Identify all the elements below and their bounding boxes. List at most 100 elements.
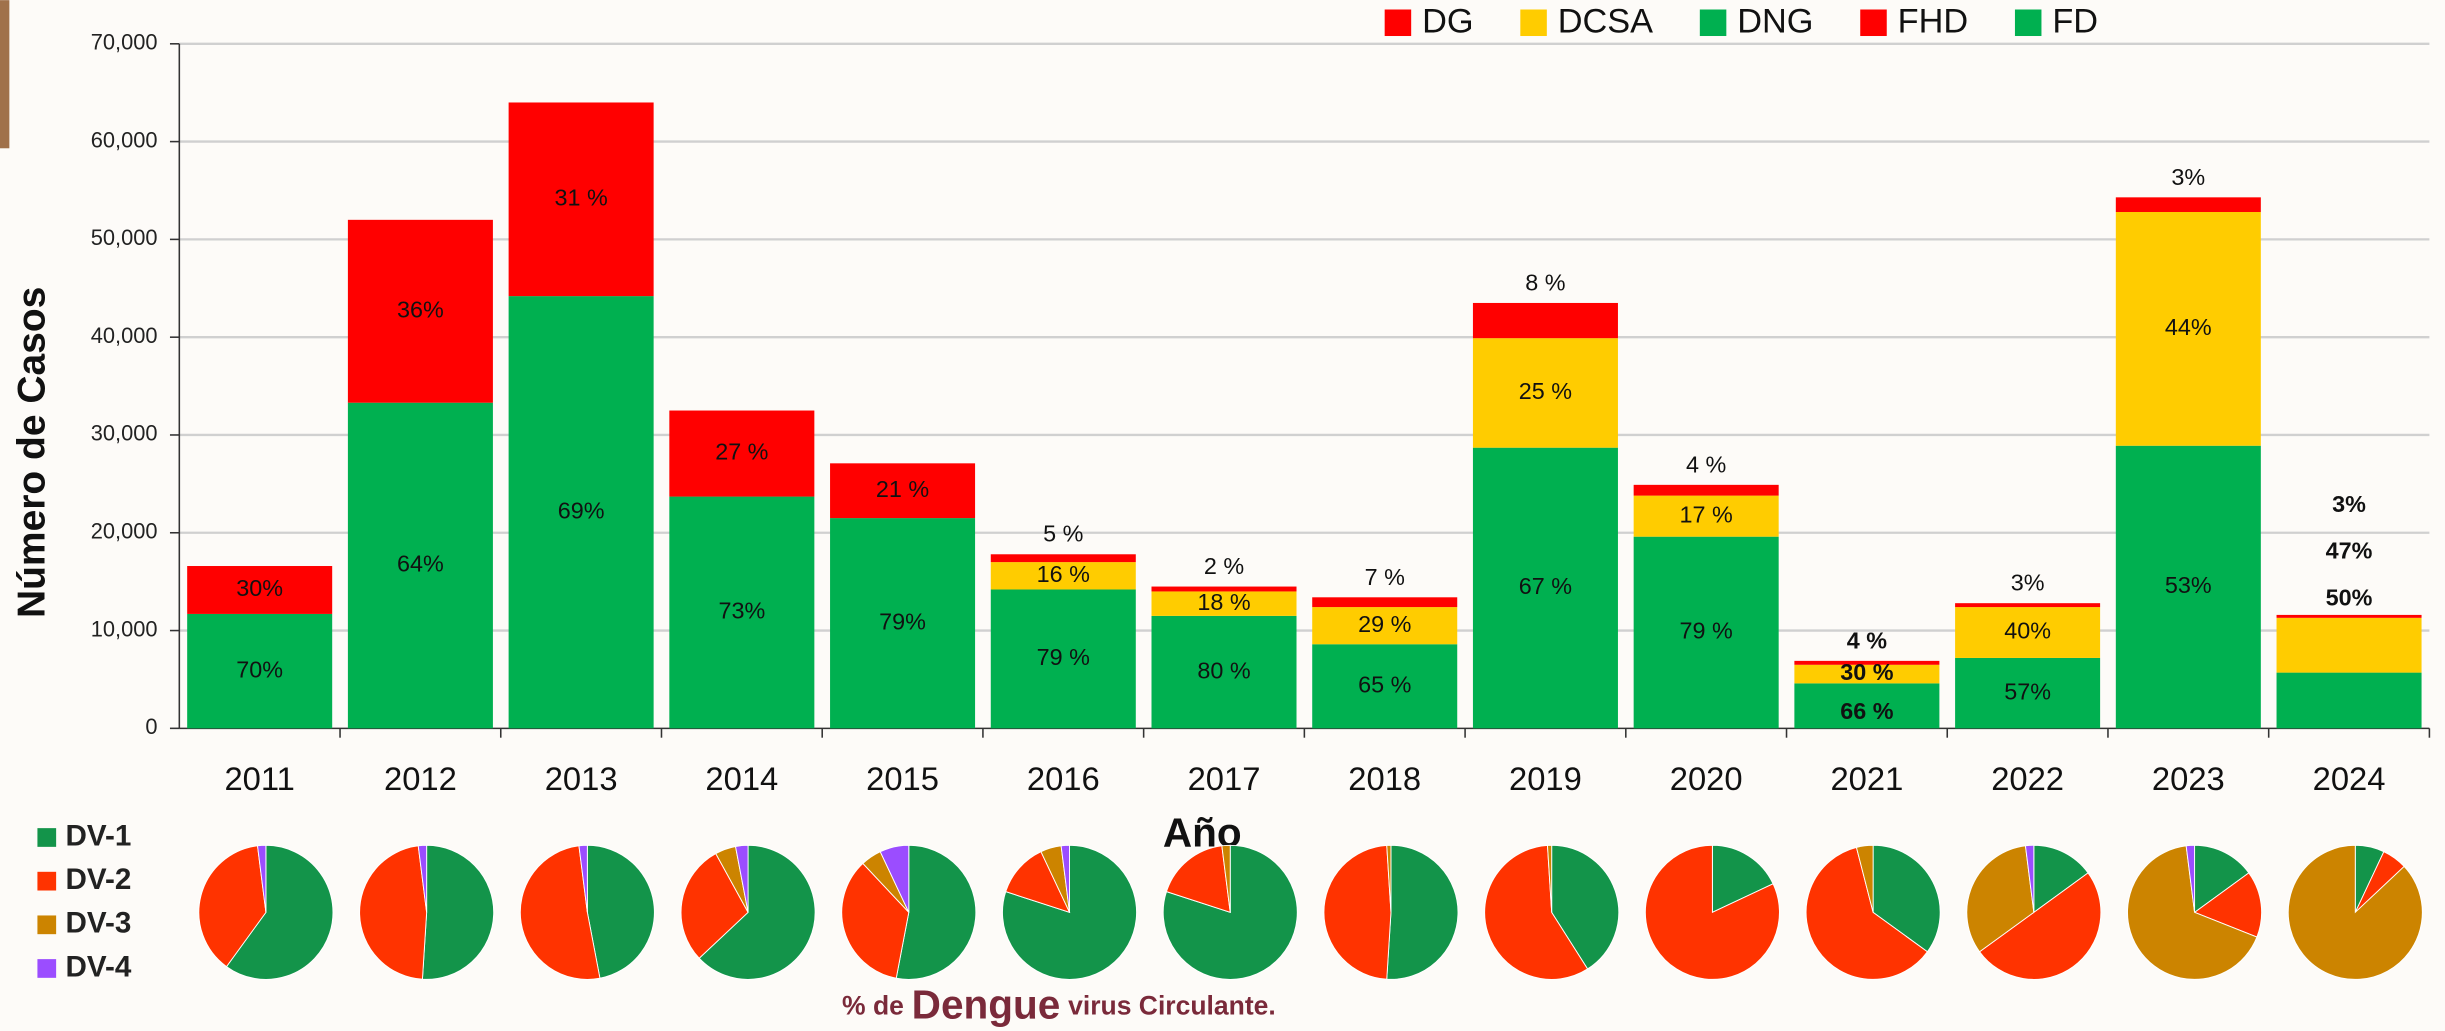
pie-slice: [421, 844, 495, 980]
pie-legend-swatch: [37, 915, 57, 935]
x-tick-label: 2020: [1670, 760, 1743, 797]
pie-slice: [519, 845, 601, 980]
x-tick-label: 2023: [2152, 760, 2225, 797]
bar-segment: [1472, 447, 1618, 729]
bar-segment: [2276, 614, 2422, 618]
caption-part: % de: [842, 990, 904, 1020]
share-label: 16 %: [1037, 561, 1090, 587]
pie-slice: [1005, 851, 1071, 914]
x-tick-label: 2014: [705, 760, 778, 797]
x-tick-label: 2012: [384, 760, 457, 797]
pie-slice: [698, 844, 816, 980]
share-label: 17 %: [1680, 501, 1733, 527]
pie-slice: [879, 844, 910, 913]
bar-segment: [508, 296, 654, 729]
bar-segment: [669, 410, 815, 497]
bar-segment: [1633, 484, 1779, 496]
pie-slice: [1221, 844, 1231, 913]
pie-slice: [1644, 844, 1780, 980]
x-tick-label: 2015: [866, 760, 939, 797]
share-label: 36%: [397, 296, 444, 322]
pie-legend-label: DV-1: [65, 819, 131, 852]
bar-segment: [2115, 445, 2261, 729]
bar-segment: [2276, 672, 2422, 729]
y-tick-label: 60,000: [91, 127, 158, 152]
legend-label: DCSA: [1558, 3, 1653, 41]
share-label: 79 %: [1680, 618, 1733, 644]
bar-segment: [1472, 338, 1618, 448]
pie-slice: [734, 844, 749, 913]
bar-segment: [347, 219, 493, 403]
bar-segment: [830, 463, 976, 519]
caption-part: virus Circulante.: [1068, 990, 1276, 1020]
bar-segment: [2115, 212, 2261, 446]
share-label: 79 %: [1037, 644, 1090, 670]
share-label: 25 %: [1519, 378, 1572, 404]
bar-segment: [1633, 495, 1779, 537]
share-label: 70%: [236, 656, 283, 682]
bar-segment: [1151, 615, 1297, 729]
bar-segment: [1955, 657, 2101, 729]
bar-segment: [2115, 197, 2261, 213]
pie-legend-swatch: [37, 871, 57, 891]
pie-slice: [1386, 844, 1392, 913]
share-label: 31 %: [554, 184, 607, 210]
pie-legend-swatch: [37, 828, 57, 847]
share-label: 3%: [2011, 570, 2045, 596]
pie-slice: [586, 844, 655, 979]
bar-segment: [669, 496, 815, 729]
x-tick-label: 2021: [1830, 760, 1903, 797]
pie-slice: [895, 844, 977, 980]
x-tick-label: 2016: [1027, 760, 1100, 797]
pie-legend-label: DV-2: [65, 863, 131, 896]
pie-slice: [1872, 844, 1941, 953]
share-label: 7 %: [1365, 564, 1405, 590]
pie-slice: [2033, 844, 2089, 914]
bar-segment: [1955, 607, 2101, 658]
caption-part: Dengue: [912, 981, 1061, 1027]
bar-segment: [187, 613, 333, 729]
pie-slice: [1711, 844, 1774, 914]
y-tick-label: 40,000: [91, 323, 158, 348]
legend-swatch: [1384, 9, 1412, 37]
bar-segment: [2276, 617, 2422, 673]
bar-segment: [1955, 603, 2101, 608]
share-label: 3%: [2332, 491, 2366, 517]
y-tick-label: 50,000: [91, 225, 158, 250]
pie-slice: [1386, 844, 1459, 980]
pie-legend-label: DV-4: [65, 950, 131, 983]
share-label: 57%: [2004, 678, 2051, 704]
legend-label: DG: [1422, 3, 1473, 41]
share-label: 27 %: [715, 439, 768, 465]
pie-slice: [198, 845, 267, 968]
bar-segment: [1312, 597, 1458, 608]
pie-slice: [1165, 845, 1231, 914]
legend-label: FD: [2052, 3, 2098, 41]
share-label: 5 %: [1043, 521, 1083, 547]
share-label: 79%: [879, 608, 926, 634]
pie-slice: [2287, 844, 2423, 980]
bar-segment: [1794, 664, 1940, 684]
pie-slice: [359, 845, 428, 980]
share-label: 73%: [718, 598, 765, 624]
share-label: 47%: [2326, 538, 2373, 564]
share-label: 4 %: [1686, 451, 1726, 477]
x-tick-label: 2022: [1991, 760, 2064, 797]
pie-slice: [841, 862, 910, 979]
share-label: 21 %: [876, 476, 929, 502]
pie-slice: [2193, 872, 2263, 938]
share-label: 18 %: [1197, 589, 1250, 615]
y-axis-title: Número de Casos: [11, 287, 54, 618]
share-label: 44%: [2165, 314, 2212, 340]
bar-segment: [347, 402, 493, 729]
pie-slice: [1002, 844, 1137, 980]
share-label: 53%: [2165, 572, 2212, 598]
decor-bar: [0, 0, 10, 149]
bar-segment: [1151, 591, 1297, 616]
bar-segment: [1472, 302, 1618, 339]
pie-slice: [1162, 844, 1298, 980]
pie-slice: [2127, 845, 2258, 980]
legend-swatch: [2014, 9, 2042, 37]
y-tick-label: 30,000: [91, 421, 158, 446]
pie-slice: [2024, 844, 2035, 913]
